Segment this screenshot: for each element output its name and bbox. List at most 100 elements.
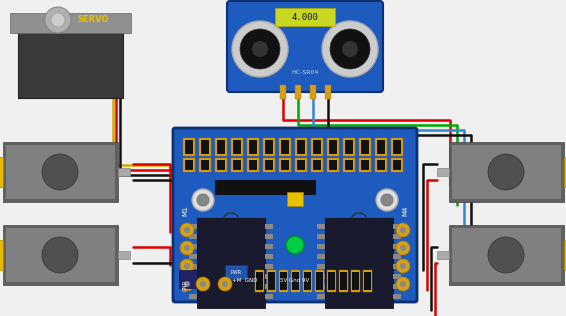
Bar	[329, 160, 337, 170]
Bar	[280, 272, 287, 290]
Bar	[343, 158, 355, 172]
Bar	[452, 145, 560, 199]
Circle shape	[184, 281, 190, 287]
Bar	[189, 274, 197, 279]
Bar	[325, 218, 393, 308]
Bar	[265, 234, 273, 239]
Bar	[197, 218, 265, 308]
Circle shape	[180, 277, 194, 291]
Bar	[295, 158, 307, 172]
Bar	[393, 160, 401, 170]
Bar	[393, 140, 401, 154]
Bar	[201, 160, 209, 170]
Bar	[311, 158, 323, 172]
Bar	[375, 158, 387, 172]
Circle shape	[400, 263, 406, 269]
Circle shape	[180, 241, 194, 255]
Bar	[215, 180, 315, 194]
Bar	[10, 13, 131, 33]
Circle shape	[180, 259, 194, 273]
FancyBboxPatch shape	[173, 128, 417, 302]
Text: 4.000: 4.000	[291, 13, 319, 21]
Bar	[295, 138, 307, 156]
Bar	[345, 160, 353, 170]
Text: GND: GND	[182, 280, 187, 291]
Bar	[263, 158, 275, 172]
Circle shape	[488, 154, 524, 190]
Bar	[217, 140, 225, 154]
Circle shape	[218, 277, 232, 291]
Text: HC-SR04: HC-SR04	[291, 70, 319, 75]
Circle shape	[396, 223, 410, 237]
Circle shape	[400, 281, 406, 287]
Bar	[452, 228, 560, 282]
Bar	[377, 160, 385, 170]
Bar	[564, 240, 566, 270]
Bar	[233, 160, 241, 170]
Bar	[448, 225, 564, 285]
Circle shape	[197, 194, 209, 206]
Bar	[118, 168, 130, 176]
Bar	[265, 160, 273, 170]
Bar	[436, 168, 448, 176]
Bar	[391, 138, 403, 156]
Bar	[317, 244, 325, 249]
Circle shape	[396, 277, 410, 291]
Bar	[2, 225, 118, 285]
Bar	[361, 160, 369, 170]
Circle shape	[396, 259, 410, 273]
Bar	[295, 85, 301, 99]
Bar	[185, 140, 193, 154]
Circle shape	[232, 21, 288, 77]
Bar	[265, 284, 273, 289]
Bar	[256, 272, 263, 290]
Bar	[179, 270, 197, 288]
Bar	[280, 85, 286, 99]
Bar	[297, 160, 305, 170]
Bar	[189, 294, 197, 299]
Bar	[359, 138, 371, 156]
Bar	[225, 265, 247, 279]
Text: M4: M4	[402, 206, 408, 216]
Bar	[448, 142, 564, 202]
Circle shape	[330, 29, 370, 69]
Bar	[275, 8, 335, 26]
Bar	[317, 284, 325, 289]
Bar	[231, 138, 243, 156]
Text: 5V Gnd 9V: 5V Gnd 9V	[280, 278, 310, 283]
Bar	[327, 270, 336, 292]
Bar	[310, 85, 316, 99]
Circle shape	[396, 241, 410, 255]
Bar	[317, 234, 325, 239]
Circle shape	[286, 236, 304, 254]
Circle shape	[196, 277, 210, 291]
Bar	[393, 224, 401, 229]
Bar	[263, 138, 275, 156]
Bar	[391, 158, 403, 172]
Circle shape	[184, 227, 190, 233]
Bar	[327, 158, 339, 172]
Bar	[189, 244, 197, 249]
Circle shape	[42, 154, 78, 190]
Bar	[279, 138, 291, 156]
Bar	[393, 254, 401, 259]
Bar	[327, 138, 339, 156]
Bar	[375, 138, 387, 156]
Bar	[564, 157, 566, 187]
Circle shape	[400, 245, 406, 251]
Bar	[361, 140, 369, 154]
Bar	[217, 160, 225, 170]
Bar	[345, 140, 353, 154]
Bar	[281, 140, 289, 154]
Circle shape	[184, 245, 190, 251]
Bar	[265, 140, 273, 154]
Bar	[183, 158, 195, 172]
Bar	[393, 284, 401, 289]
Bar	[351, 270, 360, 292]
FancyBboxPatch shape	[227, 1, 383, 92]
Bar	[359, 158, 371, 172]
Bar	[317, 274, 325, 279]
Bar	[279, 158, 291, 172]
Text: M1: M1	[182, 205, 188, 216]
Circle shape	[222, 281, 228, 287]
